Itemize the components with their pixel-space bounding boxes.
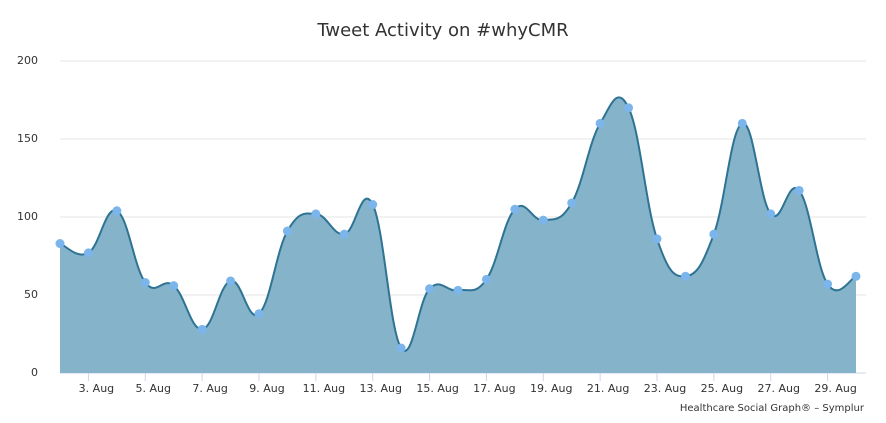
point [567, 198, 577, 208]
point [794, 185, 804, 195]
x-tick-label: 17. Aug [473, 382, 515, 395]
point [282, 226, 292, 236]
point [55, 239, 65, 249]
point [197, 324, 207, 334]
point [510, 204, 520, 214]
point [737, 118, 747, 128]
credit: Healthcare Social Graph® – Symplur [680, 403, 865, 414]
point [311, 209, 321, 219]
point [823, 279, 833, 289]
x-tick-label: 23. Aug [644, 382, 686, 395]
point [140, 278, 150, 288]
point [425, 284, 435, 294]
x-tick-label: 25. Aug [701, 382, 743, 395]
point [368, 200, 378, 210]
x-tick-label: 15. Aug [416, 382, 458, 395]
point [453, 285, 463, 295]
point [680, 271, 690, 281]
point [83, 248, 93, 258]
y-tick-label: 50 [24, 288, 38, 301]
x-tick-label: 11. Aug [303, 382, 345, 395]
point [851, 271, 861, 281]
x-tick-label: 29. Aug [814, 382, 856, 395]
y-tick-label: 0 [31, 366, 38, 379]
area [60, 97, 856, 374]
point [766, 209, 776, 219]
x-tick-label: 3. Aug [79, 382, 114, 395]
point [169, 281, 179, 291]
point [709, 229, 719, 239]
x-tick-label: 13. Aug [359, 382, 401, 395]
x-tick-label: 7. Aug [192, 382, 227, 395]
x-tick-label: 9. Aug [249, 382, 284, 395]
point [226, 276, 236, 286]
point [481, 274, 491, 284]
y-tick-label: 150 [17, 132, 38, 145]
point [624, 103, 634, 113]
point [396, 343, 406, 353]
x-tick-label: 27. Aug [757, 382, 799, 395]
point [112, 206, 122, 216]
x-tick-label: 5. Aug [136, 382, 171, 395]
point [652, 234, 662, 244]
chart-title: Tweet Activity on #whyCMR [316, 20, 568, 41]
point [538, 215, 548, 225]
y-tick-label: 100 [17, 210, 38, 223]
y-tick-label: 200 [17, 54, 38, 67]
x-tick-label: 19. Aug [530, 382, 572, 395]
point [339, 229, 349, 239]
point [254, 309, 264, 319]
point [595, 118, 605, 128]
x-tick-label: 21. Aug [587, 382, 629, 395]
